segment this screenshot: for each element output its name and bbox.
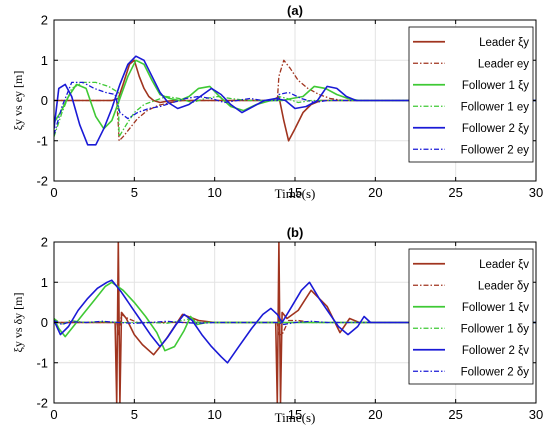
x-tick-label: 25 <box>448 185 462 200</box>
x-tick-label: 20 <box>368 185 382 200</box>
chart-panel-2: 0 5 10 15 20 25 30 -2 -1 0 1 2 (b) Time(s) ξy vs δy [m… <box>11 225 543 425</box>
y-axis-label: ξy vs ey [m] <box>11 71 25 131</box>
x-tick-label: 5 <box>131 185 138 200</box>
legend-entry-label: Leader δy <box>478 280 529 292</box>
x-tick-label: 0 <box>50 407 57 422</box>
legend-entry-label: Leader ey <box>478 58 529 70</box>
legend-entry-label: Follower 2 δy <box>461 366 530 378</box>
x-tick-label: 30 <box>529 407 543 422</box>
y-tick-label: 0 <box>41 93 48 108</box>
legend-entry-label: Follower 2 ξy <box>462 123 529 135</box>
legend: Leader ξy Leader ey Follower 1 ξy Follower … <box>408 26 534 163</box>
legend-entry-label: Leader ξy <box>479 37 529 49</box>
series-line-5 <box>54 279 536 364</box>
legend-entry-label: Leader ξv <box>479 259 529 271</box>
x-tick-label: 5 <box>131 407 138 422</box>
y-tick-label: 2 <box>41 13 48 28</box>
chart-title: (a) <box>287 3 303 18</box>
legend-entry-label: Follower 1 ξv <box>462 302 529 314</box>
x-tick-label: 15 <box>288 407 302 422</box>
x-tick-label: 10 <box>207 185 221 200</box>
legend-entry-label: Follower 1 δy <box>461 323 530 335</box>
y-tick-label: -2 <box>36 174 48 189</box>
legend-box <box>408 26 534 163</box>
x-tick-label: 30 <box>529 185 543 200</box>
series-line-6 <box>54 81 536 135</box>
y-tick-label: 1 <box>41 53 48 68</box>
legend-box <box>408 248 534 385</box>
series-line-3 <box>54 59 536 130</box>
x-tick-label: 25 <box>448 407 462 422</box>
x-tick-label: 20 <box>368 407 382 422</box>
y-tick-label: -1 <box>36 355 48 370</box>
y-tick-label: 1 <box>41 275 48 290</box>
x-axis-label: Time(s) <box>275 186 316 201</box>
chart-panel-1: 0 5 10 15 20 25 30 -2 -1 0 1 2 (a) Time(s) ξy vs ey [m… <box>11 3 543 201</box>
x-tick-label: 10 <box>207 407 221 422</box>
legend: Leader ξv Leader δy Follower 1 ξv Follower … <box>408 248 534 385</box>
legend-entry-label: Follower 1 ey <box>461 101 530 113</box>
series-line-5 <box>54 55 536 146</box>
legend-entry-label: Follower 2 ξv <box>462 345 529 357</box>
x-axis-label: Time(s) <box>275 410 316 425</box>
x-tick-label: 0 <box>50 185 57 200</box>
y-axis-label: ξy vs δy [m] <box>11 292 25 352</box>
series-line-2 <box>54 59 536 142</box>
series-line-6 <box>54 319 536 326</box>
y-tick-label: -2 <box>36 396 48 411</box>
y-tick-label: -1 <box>36 133 48 148</box>
y-tick-label: 2 <box>41 235 48 250</box>
y-tick-label: 0 <box>41 315 48 330</box>
x-tick-label: 15 <box>288 185 302 200</box>
legend-entry-label: Follower 1 ξy <box>462 80 529 92</box>
chart-title: (b) <box>287 225 304 240</box>
series-line-4 <box>54 81 536 138</box>
legend-entry-label: Follower 2 ey <box>461 144 530 156</box>
